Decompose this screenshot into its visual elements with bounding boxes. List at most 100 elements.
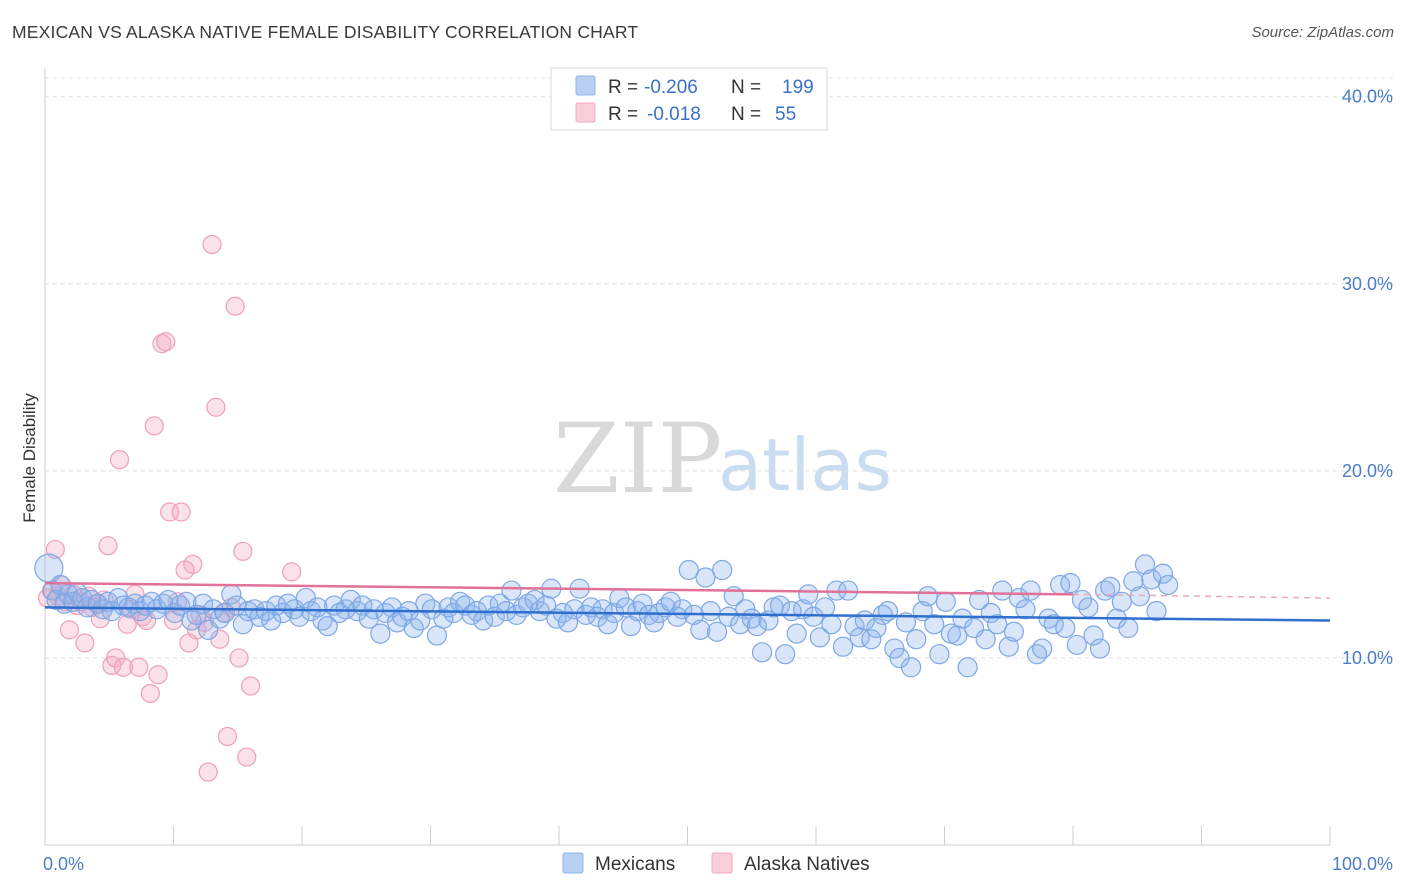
alaska-point-10 — [75, 633, 95, 653]
mexicans-point-157 — [917, 586, 938, 607]
mexicans-point-148 — [866, 617, 887, 639]
mexicans-point-71 — [426, 625, 448, 646]
mexicans-point-136 — [798, 584, 819, 605]
legend-r-label-2: R = — [608, 104, 638, 125]
alaska-point-16 — [98, 536, 118, 556]
mexicans-point-179 — [1043, 614, 1064, 635]
mexicans-point-177 — [1032, 638, 1053, 659]
alaska-point-28 — [144, 416, 164, 436]
mexicans-point-185 — [1078, 597, 1099, 618]
mexicans-point-60 — [363, 599, 385, 620]
mexicans-point-142 — [832, 636, 854, 657]
watermark-atlas: atlas — [718, 423, 892, 507]
bottom-legend-label-mexicans: Mexicans — [595, 854, 675, 875]
legend-r-label-1: R = — [608, 77, 638, 98]
y-tick-label-2: 30.0% — [1342, 274, 1393, 294]
alaska-point-51 — [233, 541, 253, 561]
mexicans-point-117 — [690, 619, 711, 640]
alaska-point-6 — [59, 620, 80, 640]
source-label: Source: ZipAtlas.com — [1251, 24, 1394, 41]
mexicans-point-45 — [277, 593, 298, 614]
mexicans-point-138 — [809, 627, 830, 648]
legend-r-value-1: -0.206 — [644, 77, 698, 98]
mexicans-point-167 — [975, 629, 996, 650]
mexicans-point-198 — [1152, 563, 1174, 584]
mexicans-point-84 — [501, 580, 522, 601]
axes — [44, 68, 1331, 846]
alaska-natives-points — [37, 234, 302, 782]
mexicans-point-183 — [1066, 634, 1087, 655]
alaska-point-47 — [217, 726, 238, 747]
mexicans-point-119 — [700, 601, 721, 622]
trend-lines — [44, 581, 1331, 622]
mexicans-point-171 — [998, 636, 1019, 657]
series-legend: Mexicans Alaska Natives — [562, 852, 870, 875]
mexicans-point-54 — [329, 602, 350, 624]
mexicans-point-191 — [1111, 591, 1132, 612]
mexicans-point-72 — [433, 608, 454, 629]
mexicans-point-160 — [935, 591, 956, 612]
legend-n-value-2: 55 — [775, 104, 796, 125]
alaska-point-39 — [187, 620, 207, 640]
mexicans-point-74 — [443, 602, 464, 624]
mexicans-point-155 — [906, 629, 927, 650]
mexicans-point-101 — [597, 614, 618, 635]
legend-swatch-alaska — [575, 102, 596, 123]
legend-r-value-2: -0.018 — [647, 104, 701, 125]
mexicans-point-166 — [969, 589, 990, 611]
bottom-legend-swatch-mexicans — [562, 852, 584, 874]
alaska-point-53 — [241, 676, 261, 696]
mexicans-point-150 — [877, 601, 899, 622]
mexicans-point-26 — [169, 595, 191, 616]
alaska-point-49 — [225, 296, 245, 316]
alaska-point-42 — [198, 762, 218, 782]
mexicans-point-121 — [712, 559, 733, 581]
alaska-trend-line — [44, 581, 1074, 596]
mexicans-point-181 — [1055, 617, 1076, 639]
mexicans-point-47 — [289, 606, 310, 627]
watermark-zip: ZIP — [553, 403, 722, 515]
alaska-point-43 — [202, 234, 222, 255]
mexicans-point-147 — [861, 629, 882, 650]
alaska-point-31 — [156, 332, 176, 352]
mexicans-point-154 — [900, 657, 922, 678]
x-tick-label-max: 100.0% — [1332, 854, 1393, 874]
mexicans-point-42 — [261, 610, 282, 631]
mexicans-trend-line — [44, 606, 1331, 622]
mexicans-point-194 — [1129, 586, 1150, 607]
mexicans-point-187 — [1089, 638, 1111, 659]
alaska-point-29 — [148, 665, 168, 685]
mexicans-point-189 — [1100, 576, 1121, 597]
mexicans-point-50 — [307, 597, 328, 618]
mexicans-point-44 — [272, 602, 293, 624]
mexicans-point-132 — [775, 644, 796, 665]
bottom-legend-label-alaska: Alaska Natives — [744, 854, 870, 875]
mexicans-point-199 — [1157, 574, 1179, 596]
alaska-point-35 — [171, 502, 191, 522]
mexicans-point-20 — [135, 595, 156, 616]
mexicans-point-52 — [317, 616, 338, 637]
mexicans-point-175 — [1020, 580, 1041, 601]
alaska-point-27 — [140, 683, 160, 704]
alaska-trend-extension — [1072, 593, 1331, 599]
y-tick-label-0: 10.0% — [1342, 648, 1393, 668]
mexicans-point-169 — [987, 614, 1008, 635]
mexicans-point-105 — [620, 616, 642, 637]
mexicans-point-37 — [232, 614, 253, 635]
mexicans-point-69 — [415, 593, 436, 614]
mexicans-point-118 — [695, 567, 716, 588]
legend-n-label-2: N = — [731, 104, 761, 125]
mexicans-point-127 — [746, 616, 767, 637]
mexicans-point-197 — [1146, 601, 1167, 622]
alaska-point-52 — [237, 747, 257, 767]
y-tick-label-1: 20.0% — [1342, 461, 1393, 481]
mexicans-point-112 — [660, 591, 681, 612]
mexicans-point-192 — [1118, 617, 1139, 639]
mexicans-point-40 — [249, 606, 270, 627]
alaska-point-21 — [117, 614, 137, 634]
alaska-point-20 — [113, 657, 133, 677]
mexicans-point-153 — [895, 612, 917, 633]
mexicans-point-14 — [101, 601, 122, 622]
mexicans-point-195 — [1134, 554, 1156, 575]
